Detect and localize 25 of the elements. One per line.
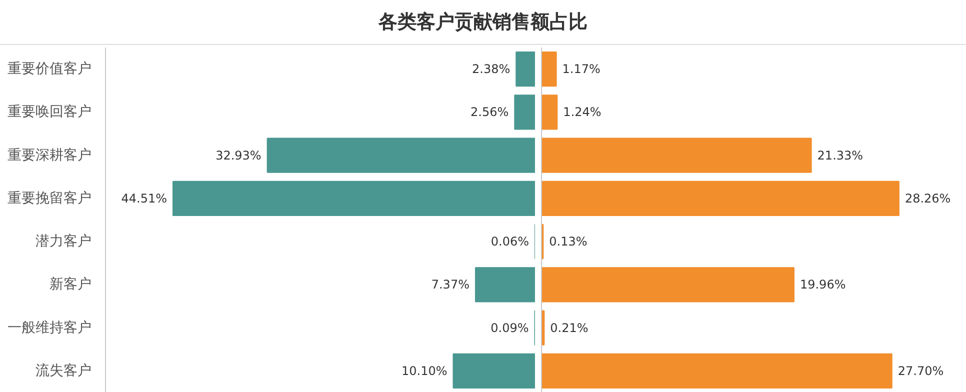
data-label: 21.33% — [817, 148, 864, 162]
y-tick-label: 流失客户 — [36, 362, 92, 379]
data-label: 2.38% — [472, 62, 510, 76]
y-tick-label: 一般维持客户 — [8, 320, 92, 336]
data-label: 0.09% — [490, 320, 529, 335]
data-label: 1.24% — [563, 105, 602, 120]
data-label: 0.06% — [490, 234, 530, 249]
data-label: 44.51% — [121, 191, 168, 206]
data-label: 1.17% — [562, 62, 600, 76]
chart-title: 各类客户贡献销售额占比 — [0, 0, 966, 45]
data-label: 32.93% — [216, 148, 262, 162]
y-tick-label: 潜力客户 — [36, 234, 92, 250]
data-label: 0.13% — [549, 234, 588, 249]
data-label: 10.10% — [401, 364, 448, 378]
y-tick-label: 重要价值客户 — [8, 61, 92, 78]
y-tick-label: 重要唤回客户 — [8, 104, 92, 120]
data-label: 19.96% — [800, 278, 846, 292]
y-tick-label: 新客户 — [50, 276, 92, 293]
data-label: 27.70% — [898, 364, 944, 378]
data-label: 2.56% — [470, 105, 509, 120]
y-tick-label: 重要深耕客户 — [8, 147, 92, 164]
data-label: 7.37% — [431, 278, 470, 292]
y-tick-label: 重要挽留客户 — [8, 190, 92, 206]
data-label: 28.26% — [904, 191, 951, 206]
data-label: 0.21% — [550, 320, 588, 335]
